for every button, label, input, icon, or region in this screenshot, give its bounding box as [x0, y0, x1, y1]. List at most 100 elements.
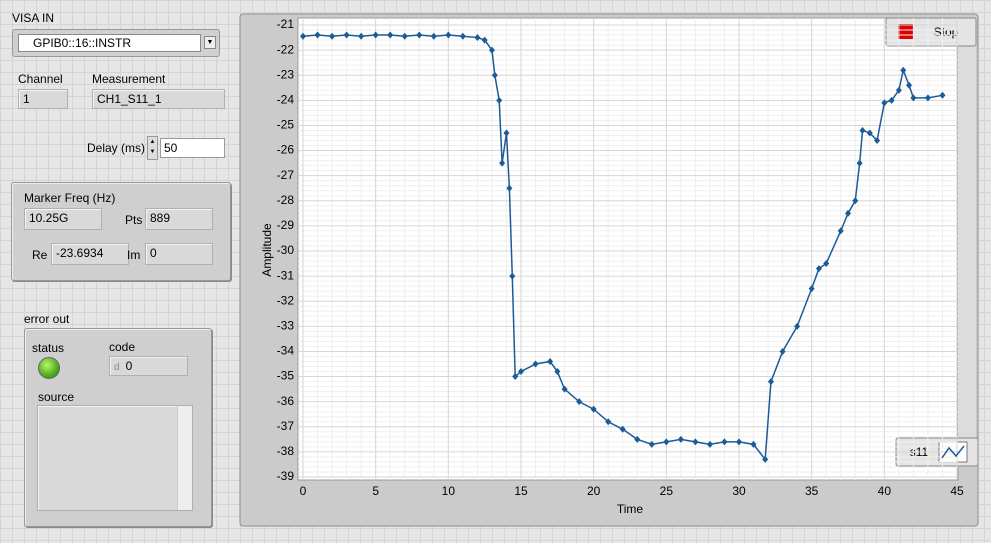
data-point: [823, 260, 830, 268]
data-point: [634, 435, 641, 443]
data-point: [590, 405, 597, 413]
x-axis-label: Time: [617, 502, 644, 516]
data-point: [474, 34, 481, 42]
data-point: [794, 322, 801, 330]
data-point: [430, 32, 437, 40]
data-point: [648, 440, 655, 448]
source-label: source: [38, 390, 75, 404]
data-point: [481, 36, 488, 44]
scrollbar[interactable]: [177, 406, 192, 510]
delay-value[interactable]: 50: [160, 138, 225, 158]
y-tick-label: -24: [277, 93, 295, 107]
delay-spinner[interactable]: ▲ ▼: [147, 136, 158, 160]
visa-control[interactable]: GPIB0::16::INSTR ▼: [12, 29, 220, 57]
y-tick-label: -37: [277, 419, 295, 433]
y-tick-label: -30: [277, 243, 295, 257]
y-tick-label: -29: [277, 218, 295, 232]
re-value: -23.6934: [51, 243, 129, 265]
x-tick-label: 10: [442, 484, 456, 498]
data-point: [518, 368, 524, 376]
data-point: [852, 197, 859, 205]
data-point: [387, 31, 394, 39]
data-point: [605, 418, 612, 426]
data-point: [721, 438, 728, 446]
visa-label: VISA IN: [12, 11, 55, 25]
data-point: [401, 32, 408, 40]
x-tick-label: 15: [514, 484, 528, 498]
data-point: [808, 285, 815, 293]
data-point: [663, 438, 670, 446]
data-point: [343, 31, 350, 39]
x-tick-label: 35: [805, 484, 819, 498]
y-axis-label: Amplitude: [260, 223, 274, 277]
marker-freq: 10.25G: [24, 208, 102, 230]
data-point: [554, 368, 561, 376]
data-point: [488, 46, 495, 54]
data-point: [532, 360, 539, 368]
data-point: [499, 159, 506, 167]
data-point: [314, 31, 321, 39]
data-point: [888, 96, 895, 104]
x-tick-label: 30: [732, 484, 746, 498]
x-tick-label: 0: [300, 484, 307, 498]
data-point: [874, 137, 881, 145]
measurement-label: Measurement: [92, 72, 166, 86]
pts-value: 889: [145, 208, 213, 230]
data-point: [845, 209, 851, 217]
plot-strip: [958, 18, 976, 438]
data-point: [837, 227, 844, 235]
data-point: [736, 438, 742, 446]
data-point: [750, 440, 757, 448]
stop-icon: [898, 24, 913, 39]
data-point: [445, 31, 452, 39]
pts-label: Pts: [125, 213, 143, 227]
re-label: Re: [32, 248, 48, 262]
legend-glyph: [941, 445, 965, 459]
data-point: [706, 440, 713, 448]
data-point: [509, 272, 516, 280]
data-point: [910, 94, 917, 102]
data-point: [859, 126, 866, 134]
data-point: [561, 385, 568, 393]
x-tick-label: 25: [660, 484, 674, 498]
visa-field[interactable]: GPIB0::16::INSTR: [18, 34, 201, 52]
data-point: [512, 373, 519, 381]
data-point: [300, 32, 306, 40]
data-point: [576, 398, 583, 406]
data-point: [762, 455, 769, 463]
stop-label[interactable]: Stop: [934, 25, 959, 39]
im-label: Im: [127, 248, 141, 262]
data-point: [503, 129, 510, 137]
x-tick-label: 40: [878, 484, 892, 498]
y-tick-label: -28: [277, 193, 295, 207]
code-radix: d: [114, 362, 120, 373]
dropdown-arrow[interactable]: ▼: [204, 36, 216, 49]
data-point: [329, 32, 336, 40]
data-point: [692, 438, 699, 446]
x-tick-label: 45: [950, 484, 964, 498]
data-point: [866, 129, 873, 137]
data-point: [767, 378, 774, 386]
data-point: [779, 347, 786, 355]
data-point: [924, 94, 931, 102]
status-led: [38, 357, 60, 379]
plot-area: [297, 17, 959, 481]
data-point: [496, 96, 503, 104]
data-point: [900, 66, 907, 74]
status-label: status: [32, 341, 65, 355]
data-point: [906, 81, 913, 89]
data-point: [459, 32, 466, 40]
x-tick-label: 5: [372, 484, 379, 498]
y-tick-label: -38: [277, 444, 295, 458]
y-tick-label: -35: [277, 369, 295, 383]
source-box: [37, 405, 193, 511]
data-point: [881, 99, 888, 107]
code-number: 0: [125, 359, 133, 373]
data-point: [416, 31, 423, 39]
delay-label: Delay (ms): [87, 141, 146, 155]
data-point: [491, 71, 498, 79]
data-point: [547, 357, 554, 365]
